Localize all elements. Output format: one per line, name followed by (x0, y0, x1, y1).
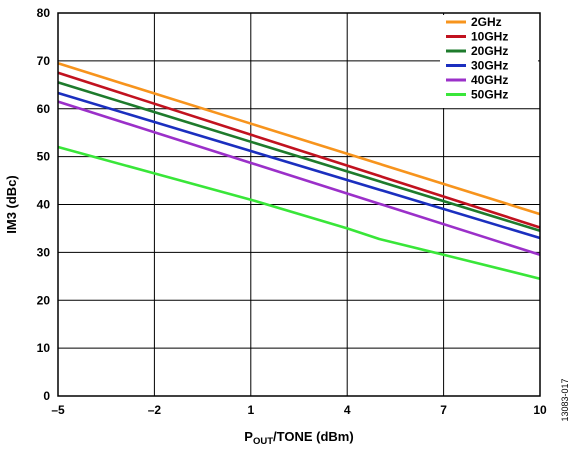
x-tick-label: 7 (440, 403, 447, 417)
legend-label-20GHz: 20GHz (471, 44, 508, 58)
x-axis-title-main: P (244, 429, 253, 444)
y-tick-label: 80 (37, 6, 51, 20)
series-line-2GHz (57, 62, 541, 216)
series-line-20GHz (57, 81, 541, 233)
series-layer (57, 62, 541, 280)
legend-label-2GHz: 2GHz (471, 15, 502, 29)
y-tick-label: 40 (37, 198, 51, 212)
y-tick-label: 30 (37, 245, 51, 259)
legend-label-40GHz: 40GHz (471, 73, 508, 87)
x-tick-label: 1 (247, 403, 254, 417)
series-line-30GHz (57, 91, 541, 240)
x-tick-label: –5 (51, 403, 65, 417)
y-tick-label: 10 (37, 341, 51, 355)
y-tick-label: 60 (37, 102, 51, 116)
y-tick-label: 50 (37, 150, 51, 164)
x-axis-title: POUT/TONE (dBm) (244, 429, 353, 447)
series-line-10GHz (57, 71, 541, 229)
x-axis-title-subscript: OUT (253, 436, 273, 447)
legend-label-10GHz: 10GHz (471, 30, 508, 44)
legend-background (440, 15, 538, 108)
series-line-40GHz (57, 100, 541, 257)
x-axis-title-rest: /TONE (dBm) (273, 429, 354, 444)
legend-label-30GHz: 30GHz (471, 59, 508, 73)
y-axis-title: IM3 (dBc) (4, 175, 19, 234)
figure-id: 13083-017 (560, 378, 570, 421)
legend-label-50GHz: 50GHz (471, 88, 508, 102)
y-tick-label: 20 (37, 293, 51, 307)
y-tick-label: 0 (43, 389, 50, 403)
x-tick-label: 4 (344, 403, 351, 417)
plot-frame (57, 12, 541, 397)
series-line-50GHz (57, 145, 541, 280)
x-tick-labels: –5 –2 1 4 7 10 (51, 403, 547, 417)
y-tick-labels: 0 10 20 30 40 50 60 70 80 (37, 6, 51, 403)
x-tick-label: –2 (148, 403, 162, 417)
y-tick-label: 70 (37, 54, 51, 68)
x-tick-label: 10 (533, 403, 547, 417)
